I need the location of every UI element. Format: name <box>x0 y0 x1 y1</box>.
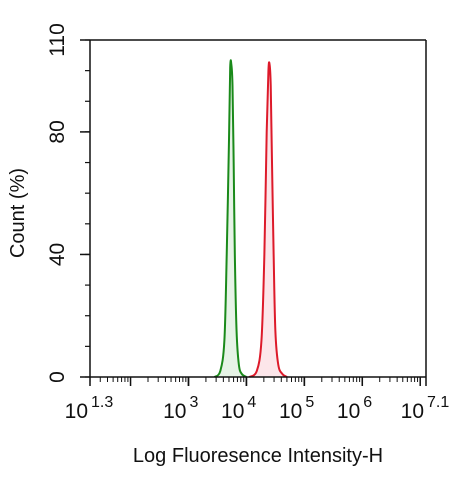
series-1-line <box>213 59 247 378</box>
labels-layer: Log Fluoresence Intensity-H Count (%) <box>7 168 383 467</box>
x-tick-label: 10 <box>65 400 88 423</box>
x-tick-exponent: 1.3 <box>91 394 113 411</box>
y-tick-label: 0 <box>46 371 69 383</box>
axes-layer <box>89 39 427 378</box>
x-tick-exponent: 3 <box>189 394 198 411</box>
x-tick-label: 10 <box>337 400 360 423</box>
y-axis-title: Count (%) <box>7 168 29 258</box>
y-tick-label: 110 <box>46 23 69 56</box>
x-tick-label: 10 <box>163 400 186 423</box>
x-tick-exponent: 5 <box>305 394 314 411</box>
x-tick-exponent: 6 <box>363 394 372 411</box>
x-tick-exponent: 4 <box>247 394 256 411</box>
x-tick-exponent: 7.1 <box>427 394 449 411</box>
series-2-fill <box>249 62 287 378</box>
series-2-line <box>248 61 288 378</box>
x-tick-label: 10 <box>221 400 244 423</box>
y-tick-label: 40 <box>46 243 69 266</box>
series-layer <box>213 59 288 378</box>
x-tick-label: 10 <box>279 400 302 423</box>
x-tick-label: 10 <box>401 400 424 423</box>
series-1-fill <box>214 60 247 377</box>
y-tick-label: 80 <box>46 120 69 143</box>
x-axis-title: Log Fluoresence Intensity-H <box>133 445 383 467</box>
